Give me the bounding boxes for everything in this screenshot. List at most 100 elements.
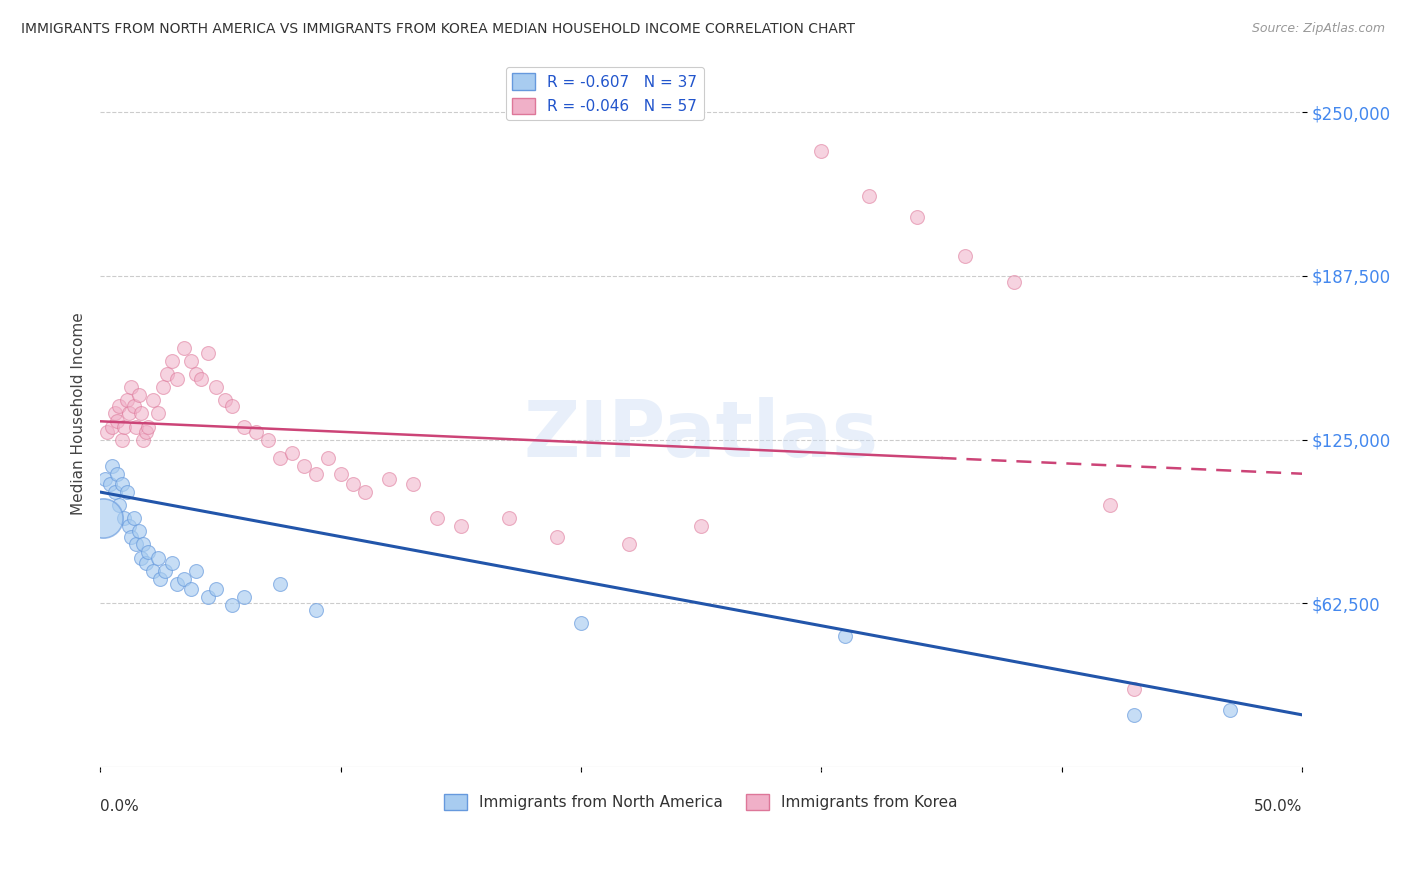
- Point: [112, 419, 135, 434]
- Point: [569, 616, 592, 631]
- Point: [142, 393, 165, 408]
- Point: [233, 590, 256, 604]
- Point: [173, 572, 195, 586]
- Point: [269, 450, 291, 465]
- Point: [132, 537, 155, 551]
- Point: [1219, 703, 1241, 717]
- Point: [132, 433, 155, 447]
- Point: [105, 467, 128, 481]
- Point: [149, 572, 172, 586]
- Point: [125, 419, 148, 434]
- Point: [142, 564, 165, 578]
- Point: [186, 367, 208, 381]
- Text: IMMIGRANTS FROM NORTH AMERICA VS IMMIGRANTS FROM KOREA MEDIAN HOUSEHOLD INCOME C: IMMIGRANTS FROM NORTH AMERICA VS IMMIGRA…: [21, 22, 855, 37]
- Point: [305, 603, 328, 617]
- Point: [1122, 707, 1144, 722]
- Point: [136, 545, 159, 559]
- Point: [269, 576, 291, 591]
- Point: [152, 380, 174, 394]
- Point: [257, 433, 280, 447]
- Legend: Immigrants from North America, Immigrants from Korea: Immigrants from North America, Immigrant…: [439, 788, 965, 816]
- Point: [101, 458, 124, 473]
- Point: [190, 372, 212, 386]
- Point: [156, 367, 179, 381]
- Point: [342, 477, 364, 491]
- Point: [118, 406, 141, 420]
- Point: [180, 354, 202, 368]
- Point: [858, 189, 880, 203]
- Point: [135, 556, 157, 570]
- Point: [125, 537, 148, 551]
- Point: [146, 550, 169, 565]
- Y-axis label: Median Household Income: Median Household Income: [72, 312, 86, 515]
- Point: [1002, 276, 1025, 290]
- Point: [180, 582, 202, 596]
- Point: [173, 341, 195, 355]
- Point: [294, 458, 316, 473]
- Point: [108, 498, 131, 512]
- Point: [377, 472, 399, 486]
- Point: [135, 425, 157, 439]
- Point: [197, 346, 219, 360]
- Point: [233, 419, 256, 434]
- Point: [128, 524, 150, 539]
- Point: [221, 598, 243, 612]
- Point: [245, 425, 267, 439]
- Point: [122, 399, 145, 413]
- Point: [111, 433, 134, 447]
- Point: [690, 519, 713, 533]
- Point: [204, 582, 226, 596]
- Text: ZIPatlas: ZIPatlas: [523, 397, 879, 473]
- Point: [498, 511, 520, 525]
- Point: [103, 485, 125, 500]
- Text: 0.0%: 0.0%: [100, 799, 139, 814]
- Point: [617, 537, 640, 551]
- Point: [112, 511, 135, 525]
- Text: Source: ZipAtlas.com: Source: ZipAtlas.com: [1251, 22, 1385, 36]
- Point: [546, 530, 568, 544]
- Point: [129, 550, 152, 565]
- Point: [91, 511, 114, 525]
- Point: [305, 467, 328, 481]
- Point: [281, 446, 304, 460]
- Point: [214, 393, 236, 408]
- Point: [98, 477, 121, 491]
- Point: [111, 477, 134, 491]
- Point: [101, 419, 124, 434]
- Point: [955, 249, 977, 263]
- Point: [128, 388, 150, 402]
- Point: [105, 414, 128, 428]
- Text: 50.0%: 50.0%: [1254, 799, 1302, 814]
- Point: [120, 380, 142, 394]
- Point: [186, 564, 208, 578]
- Point: [146, 406, 169, 420]
- Point: [162, 354, 184, 368]
- Point: [450, 519, 472, 533]
- Point: [318, 450, 340, 465]
- Point: [115, 393, 138, 408]
- Point: [162, 556, 184, 570]
- Point: [136, 419, 159, 434]
- Point: [329, 467, 352, 481]
- Point: [120, 530, 142, 544]
- Point: [401, 477, 423, 491]
- Point: [94, 472, 117, 486]
- Point: [108, 399, 131, 413]
- Point: [221, 399, 243, 413]
- Point: [166, 372, 188, 386]
- Point: [122, 511, 145, 525]
- Point: [834, 629, 856, 643]
- Point: [353, 485, 375, 500]
- Point: [153, 564, 176, 578]
- Point: [103, 406, 125, 420]
- Point: [115, 485, 138, 500]
- Point: [197, 590, 219, 604]
- Point: [129, 406, 152, 420]
- Point: [1098, 498, 1121, 512]
- Point: [810, 145, 832, 159]
- Point: [907, 210, 929, 224]
- Point: [166, 576, 188, 591]
- Point: [426, 511, 449, 525]
- Point: [204, 380, 226, 394]
- Point: [118, 519, 141, 533]
